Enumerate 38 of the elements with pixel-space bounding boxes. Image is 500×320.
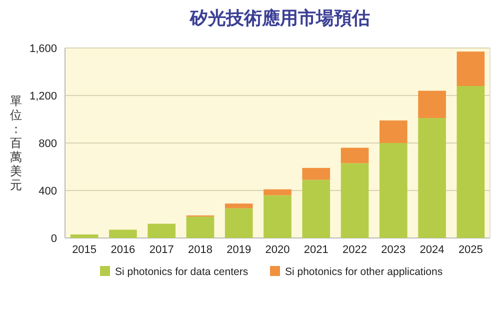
x-tick-label: 2016 <box>110 244 136 256</box>
bar <box>70 234 98 238</box>
y-tick-label: 1,200 <box>29 90 57 102</box>
bar <box>340 148 369 164</box>
y-tick-label: 400 <box>38 186 57 198</box>
y-tick-label: 0 <box>50 233 57 245</box>
y-axis-title: 單位：百萬美元 <box>10 94 22 192</box>
x-tick-label: 2020 <box>265 244 290 256</box>
bar <box>264 195 292 238</box>
x-tick-label: 2019 <box>226 244 252 256</box>
x-tick-label: 2018 <box>188 244 212 256</box>
x-tick-label: 2021 <box>304 244 328 256</box>
x-tick-label: 2017 <box>149 244 174 256</box>
bar <box>302 180 330 238</box>
legend-label: Si photonics for other applications <box>285 266 443 278</box>
x-tick-label: 2024 <box>420 244 444 256</box>
bar <box>340 163 369 238</box>
legend-label: Si photonics for data centers <box>115 266 248 278</box>
bar <box>456 86 485 238</box>
bar <box>224 208 253 238</box>
y-tick-label: 1,600 <box>29 43 57 55</box>
bar <box>418 118 446 238</box>
bar <box>380 120 408 143</box>
bar <box>302 168 330 180</box>
x-tick-label: 2022 <box>342 244 368 256</box>
x-tick-label: 2023 <box>381 244 406 256</box>
bar <box>109 230 137 238</box>
chart-title: 矽光技術應用市場預估 <box>189 8 370 28</box>
y-tick-label: 800 <box>38 138 57 150</box>
bar <box>418 90 446 118</box>
bar <box>186 216 214 238</box>
bar <box>456 52 485 86</box>
bar <box>148 224 176 238</box>
bar <box>264 189 292 196</box>
x-tick-label: 2025 <box>458 244 483 256</box>
bar <box>224 204 253 208</box>
x-tick-label: 2015 <box>72 244 97 256</box>
bar <box>380 143 408 238</box>
